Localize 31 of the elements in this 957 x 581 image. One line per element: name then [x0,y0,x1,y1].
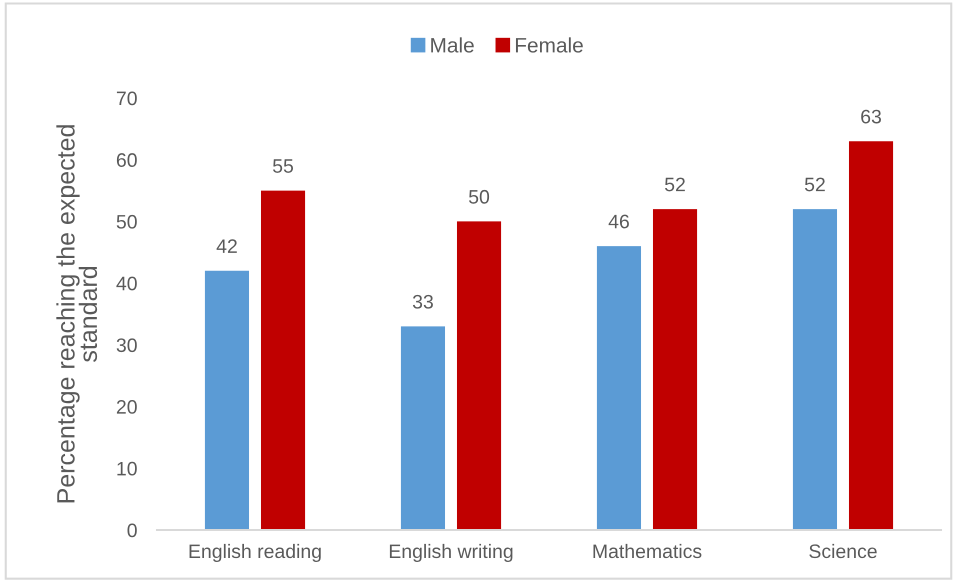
y-tick-label: 10 [117,462,137,476]
y-tick-label: 70 [116,91,137,106]
x-tick-label: Mathematics [593,544,702,558]
bar [260,190,306,530]
bar [792,209,838,530]
data-label: 33 [412,294,433,309]
y-tick-label: 20 [116,400,137,414]
bar [652,209,698,530]
legend-label: Male [431,37,474,53]
y-tick-label: 40 [116,276,137,290]
data-label: 63 [861,110,881,124]
data-label: 50 [468,190,490,204]
x-tick-label: Science [809,544,877,558]
y-tick-label: 60 [116,153,137,167]
y-tick-label: 0 [128,523,137,538]
bar [848,141,894,530]
bar [400,326,446,530]
x-tick-label: English reading [190,544,321,562]
y-axis-title: Percentage reaching the expected standard [56,125,98,502]
bar [456,221,502,530]
legend-label: Female [516,37,583,53]
y-tick-label: 30 [116,338,137,352]
y-tick-label: 50 [116,214,137,229]
bar [596,246,642,530]
data-label: 42 [216,239,237,253]
bar [204,270,250,530]
data-label: 55 [272,159,294,173]
x-tick-label: English writing [390,544,512,562]
data-label: 52 [664,178,685,192]
data-label: 52 [804,178,825,192]
data-label: 46 [608,214,629,228]
